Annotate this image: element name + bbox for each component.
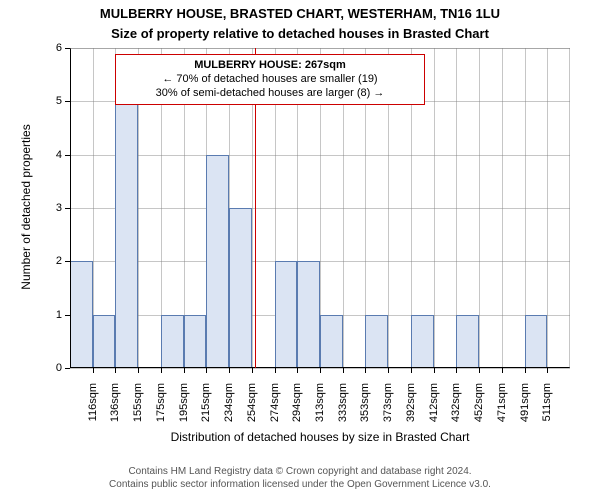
infobox-line2: ← 70% of detached houses are smaller (19… bbox=[120, 73, 420, 87]
axis-line bbox=[70, 48, 71, 368]
axis-line bbox=[569, 48, 570, 368]
ytick-mark bbox=[65, 101, 70, 102]
xtick-mark bbox=[525, 368, 526, 373]
xtick-mark bbox=[138, 368, 139, 373]
ytick-mark bbox=[65, 315, 70, 316]
xtick-label: 452sqm bbox=[473, 383, 485, 433]
xtick-label: 195sqm bbox=[178, 383, 190, 433]
ytick-label: 0 bbox=[42, 362, 62, 374]
gridline bbox=[547, 48, 548, 368]
xtick-mark bbox=[93, 368, 94, 373]
histogram-bar bbox=[411, 315, 434, 368]
xtick-mark bbox=[343, 368, 344, 373]
histogram-bar bbox=[161, 315, 184, 368]
xtick-label: 373sqm bbox=[382, 383, 394, 433]
xtick-mark bbox=[547, 368, 548, 373]
xtick-label: 234sqm bbox=[223, 383, 235, 433]
reference-info-box: MULBERRY HOUSE: 267sqm ← 70% of detached… bbox=[115, 54, 425, 105]
footer-line2: Contains public sector information licen… bbox=[0, 479, 600, 492]
xtick-label: 294sqm bbox=[291, 383, 303, 433]
ytick-mark bbox=[65, 368, 70, 369]
chart-title-line2: Size of property relative to detached ho… bbox=[0, 26, 600, 41]
gridline bbox=[502, 48, 503, 368]
ytick-label: 5 bbox=[42, 95, 62, 107]
ytick-label: 2 bbox=[42, 255, 62, 267]
xtick-mark bbox=[161, 368, 162, 373]
xtick-mark bbox=[206, 368, 207, 373]
infobox-line3: 30% of semi-detached houses are larger (… bbox=[120, 87, 420, 101]
xtick-label: 333sqm bbox=[337, 383, 349, 433]
ytick-label: 3 bbox=[42, 202, 62, 214]
histogram-bar bbox=[365, 315, 388, 368]
chart-container: MULBERRY HOUSE, BRASTED CHART, WESTERHAM… bbox=[0, 0, 600, 500]
xtick-label: 136sqm bbox=[109, 383, 121, 433]
xtick-label: 412sqm bbox=[428, 383, 440, 433]
xtick-label: 353sqm bbox=[359, 383, 371, 433]
xtick-mark bbox=[479, 368, 480, 373]
xtick-mark bbox=[320, 368, 321, 373]
xtick-mark bbox=[275, 368, 276, 373]
ytick-mark bbox=[65, 155, 70, 156]
ytick-mark bbox=[65, 208, 70, 209]
ytick-mark bbox=[65, 261, 70, 262]
xtick-label: 116sqm bbox=[87, 383, 99, 433]
histogram-bar bbox=[93, 315, 116, 368]
xtick-mark bbox=[388, 368, 389, 373]
xtick-mark bbox=[252, 368, 253, 373]
xtick-label: 155sqm bbox=[132, 383, 144, 433]
ytick-label: 1 bbox=[42, 309, 62, 321]
ytick-label: 4 bbox=[42, 149, 62, 161]
xtick-mark bbox=[502, 368, 503, 373]
footer-attribution: Contains HM Land Registry data © Crown c… bbox=[0, 466, 600, 491]
xtick-label: 254sqm bbox=[246, 383, 258, 433]
xtick-mark bbox=[365, 368, 366, 373]
xtick-label: 274sqm bbox=[269, 383, 281, 433]
xtick-label: 432sqm bbox=[450, 383, 462, 433]
chart-title-line1: MULBERRY HOUSE, BRASTED CHART, WESTERHAM… bbox=[0, 6, 600, 21]
histogram-bar bbox=[229, 208, 252, 368]
y-axis-label: Number of detached properties bbox=[19, 107, 33, 307]
histogram-bar bbox=[70, 261, 93, 368]
ytick-label: 6 bbox=[42, 42, 62, 54]
histogram-bar bbox=[297, 261, 320, 368]
gridline bbox=[479, 48, 480, 368]
xtick-label: 313sqm bbox=[314, 383, 326, 433]
xtick-label: 471sqm bbox=[496, 383, 508, 433]
xtick-mark bbox=[184, 368, 185, 373]
infobox-title: MULBERRY HOUSE: 267sqm bbox=[120, 59, 420, 73]
histogram-bar bbox=[525, 315, 548, 368]
xtick-mark bbox=[434, 368, 435, 373]
histogram-bar bbox=[206, 155, 229, 368]
xtick-label: 511sqm bbox=[541, 383, 553, 433]
xtick-mark bbox=[297, 368, 298, 373]
xtick-mark bbox=[411, 368, 412, 373]
xtick-mark bbox=[115, 368, 116, 373]
histogram-bar bbox=[115, 101, 138, 368]
footer-line1: Contains HM Land Registry data © Crown c… bbox=[0, 466, 600, 479]
xtick-label: 392sqm bbox=[405, 383, 417, 433]
histogram-bar bbox=[275, 261, 298, 368]
xtick-mark bbox=[229, 368, 230, 373]
histogram-bar bbox=[320, 315, 343, 368]
gridline bbox=[434, 48, 435, 368]
axis-line bbox=[70, 48, 570, 49]
xtick-mark bbox=[456, 368, 457, 373]
xtick-label: 175sqm bbox=[155, 383, 167, 433]
xtick-label: 215sqm bbox=[200, 383, 212, 433]
xtick-label: 491sqm bbox=[519, 383, 531, 433]
ytick-mark bbox=[65, 48, 70, 49]
histogram-bar bbox=[184, 315, 207, 368]
histogram-bar bbox=[456, 315, 479, 368]
